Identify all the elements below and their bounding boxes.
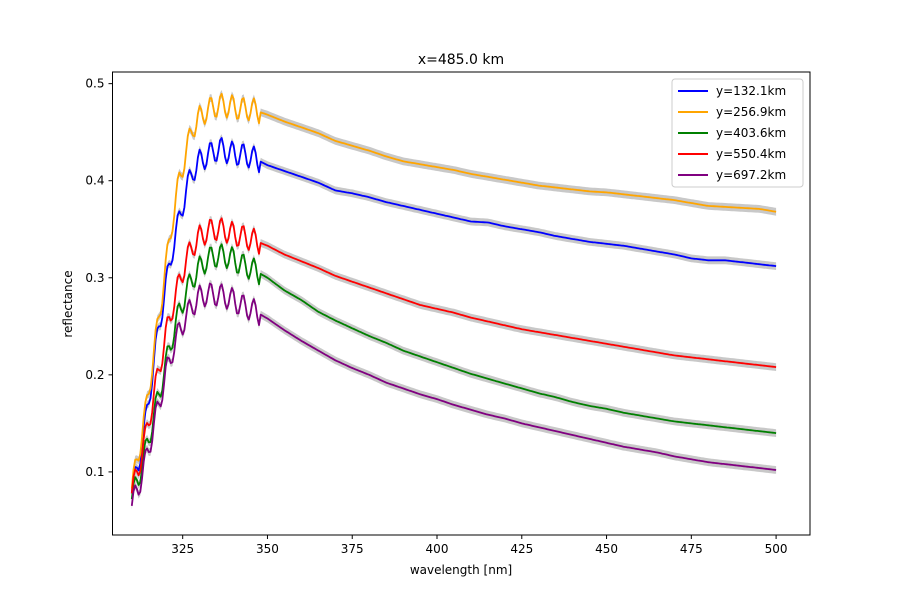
legend-label-5: y=697.2km — [716, 168, 786, 182]
series-line-2 — [130, 92, 777, 489]
legend-label-2: y=256.9km — [716, 105, 786, 119]
series-line-5 — [130, 282, 777, 507]
legend-label-1: y=132.1km — [716, 84, 786, 98]
legend-label-4: y=550.4km — [716, 147, 786, 161]
legend-label-3: y=403.6km — [716, 126, 786, 140]
y-tick-label: 0.5 — [85, 77, 104, 91]
series-lines — [130, 92, 777, 507]
x-tick-label: 325 — [171, 542, 194, 556]
legend: y=132.1km y=256.9km y=403.6km y=550.4km y=69… — [671, 78, 804, 188]
x-axis-label: wavelength [nm] — [410, 563, 512, 577]
uncertainty-band-2 — [131, 89, 777, 493]
y-axis-label: reflectance — [61, 270, 75, 337]
x-tick-label: 450 — [595, 542, 618, 556]
x-axis-ticks: 325 350 375 400 425 450 475 500 — [171, 535, 788, 556]
uncertainty-band-5 — [131, 279, 777, 510]
uncertainty-band-3 — [131, 240, 777, 503]
plot-frame — [112, 71, 811, 536]
x-tick-label: 425 — [510, 542, 533, 556]
y-tick-label: 0.2 — [85, 368, 104, 382]
y-tick-label: 0.3 — [85, 271, 104, 285]
series-line-1 — [130, 137, 777, 494]
y-tick-label: 0.1 — [85, 465, 104, 479]
series-line-4 — [130, 217, 777, 494]
y-axis-ticks: 0.1 0.2 0.3 0.4 0.5 — [85, 77, 113, 479]
legend-box — [671, 78, 804, 188]
x-tick-label: 400 — [426, 542, 449, 556]
y-tick-label: 0.4 — [85, 174, 104, 188]
x-tick-label: 375 — [341, 542, 364, 556]
chart-title: x=485.0 km — [418, 52, 504, 68]
series-line-3 — [130, 243, 777, 500]
x-tick-label: 350 — [256, 542, 279, 556]
x-tick-label: 500 — [765, 542, 788, 556]
x-tick-label: 475 — [680, 542, 703, 556]
